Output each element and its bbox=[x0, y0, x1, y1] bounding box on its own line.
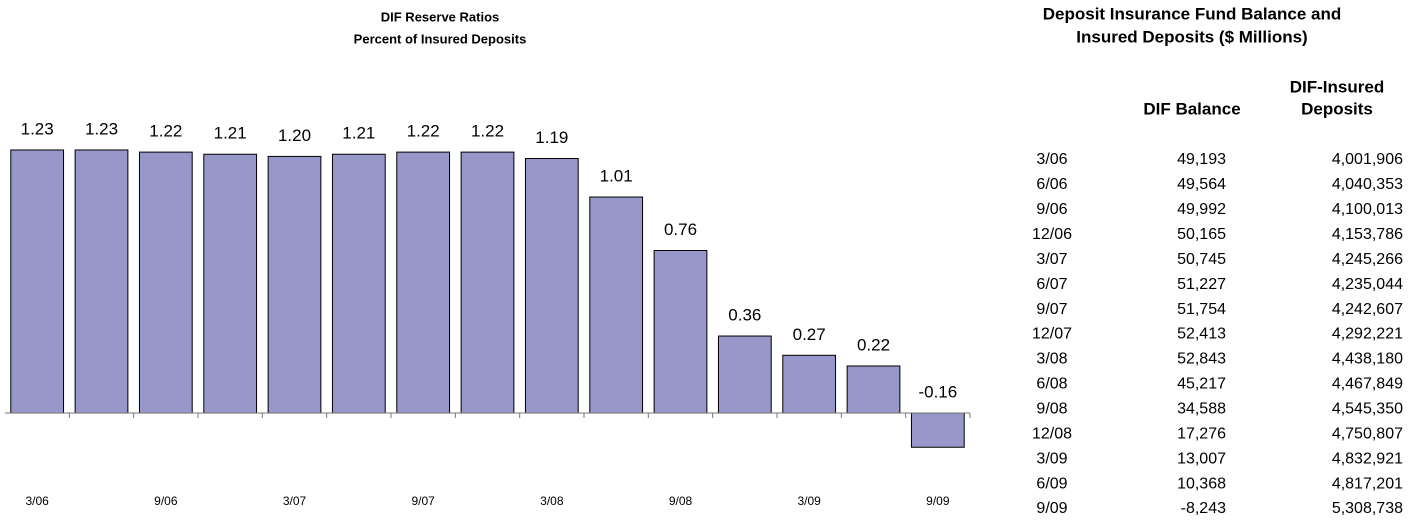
cell: 4,832,921 bbox=[1332, 450, 1403, 467]
data-label: 0.27 bbox=[793, 325, 826, 344]
cell: 5,308,738 bbox=[1332, 500, 1403, 517]
bar bbox=[396, 151, 451, 414]
row-label: 9/09 bbox=[1036, 500, 1067, 517]
data-label: 1.20 bbox=[278, 126, 311, 145]
cell: 10,368 bbox=[1177, 475, 1226, 492]
row-label: 3/07 bbox=[1036, 251, 1067, 268]
cell: 4,040,353 bbox=[1332, 176, 1403, 193]
bar bbox=[782, 354, 837, 414]
cell: 4,001,906 bbox=[1332, 151, 1403, 168]
x-tick-label: 3/09 bbox=[797, 494, 821, 508]
cell: 45,217 bbox=[1177, 376, 1226, 393]
cell: 4,467,849 bbox=[1332, 376, 1403, 393]
data-label: 1.21 bbox=[342, 124, 375, 143]
cell: 49,193 bbox=[1177, 151, 1226, 168]
bar bbox=[589, 196, 644, 414]
data-label: 1.23 bbox=[21, 119, 54, 138]
table-title: Deposit Insurance Fund Balance and bbox=[1043, 4, 1342, 23]
cell: 4,153,786 bbox=[1332, 226, 1403, 243]
row-label: 3/08 bbox=[1036, 351, 1067, 368]
cell: 4,100,013 bbox=[1332, 201, 1403, 218]
row-label: 9/06 bbox=[1036, 201, 1067, 218]
cell: 4,242,607 bbox=[1332, 301, 1403, 318]
row-label: 6/06 bbox=[1036, 176, 1067, 193]
data-label: 0.36 bbox=[728, 306, 761, 325]
cell: 34,588 bbox=[1177, 401, 1226, 418]
cell: 49,992 bbox=[1177, 201, 1226, 218]
x-tick-label: 3/06 bbox=[25, 494, 49, 508]
bar bbox=[460, 151, 515, 414]
cell: 51,227 bbox=[1177, 276, 1226, 293]
chart-title: DIF Reserve Ratios bbox=[381, 9, 500, 24]
bar bbox=[524, 158, 579, 414]
data-label: 1.22 bbox=[149, 122, 182, 141]
cell: -8,243 bbox=[1181, 500, 1226, 517]
data-label: 0.76 bbox=[664, 220, 697, 239]
cell: 51,754 bbox=[1177, 301, 1226, 318]
data-label: 1.22 bbox=[471, 122, 504, 141]
table-title: Insured Deposits ($ Millions) bbox=[1076, 27, 1307, 46]
bar bbox=[203, 153, 258, 414]
cell: 4,438,180 bbox=[1332, 351, 1403, 368]
data-label: 0.22 bbox=[857, 335, 890, 354]
cell: 4,750,807 bbox=[1332, 425, 1403, 442]
x-tick-label: 9/06 bbox=[154, 494, 178, 508]
data-label: 1.19 bbox=[535, 128, 568, 147]
bar bbox=[331, 153, 386, 414]
row-label: 3/09 bbox=[1036, 450, 1067, 467]
x-tick-label: 3/08 bbox=[540, 494, 564, 508]
cell: 4,545,350 bbox=[1332, 401, 1403, 418]
cell: 52,413 bbox=[1177, 326, 1226, 343]
column-header: DIF Balance bbox=[1143, 99, 1240, 118]
cell: 13,007 bbox=[1177, 450, 1226, 467]
row-label: 3/06 bbox=[1036, 151, 1067, 168]
row-label: 12/07 bbox=[1032, 326, 1072, 343]
cell: 4,292,221 bbox=[1332, 326, 1403, 343]
cell: 52,843 bbox=[1177, 351, 1226, 368]
x-tick-label: 9/07 bbox=[411, 494, 435, 508]
column-header: DIF-Insured bbox=[1290, 77, 1384, 96]
cell: 49,564 bbox=[1177, 176, 1226, 193]
bar bbox=[74, 149, 129, 414]
bar bbox=[653, 249, 708, 414]
row-label: 12/06 bbox=[1032, 226, 1072, 243]
x-tick-label: 3/07 bbox=[283, 494, 307, 508]
bar bbox=[910, 412, 965, 448]
row-label: 6/07 bbox=[1036, 276, 1067, 293]
cell: 50,745 bbox=[1177, 251, 1226, 268]
x-tick-label: 9/08 bbox=[669, 494, 693, 508]
cell: 4,235,044 bbox=[1332, 276, 1403, 293]
data-label: 1.22 bbox=[407, 122, 440, 141]
bar bbox=[10, 149, 65, 414]
data-label: 1.23 bbox=[85, 119, 118, 138]
row-label: 6/09 bbox=[1036, 475, 1067, 492]
cell: 4,245,266 bbox=[1332, 251, 1403, 268]
chart-subtitle: Percent of Insured Deposits bbox=[354, 31, 527, 46]
data-label: -0.16 bbox=[918, 383, 957, 402]
row-label: 6/08 bbox=[1036, 376, 1067, 393]
column-header: Deposits bbox=[1301, 99, 1373, 118]
data-label: 1.21 bbox=[214, 124, 247, 143]
bar bbox=[717, 335, 772, 414]
x-tick-label: 9/09 bbox=[926, 494, 950, 508]
cell: 17,276 bbox=[1177, 425, 1226, 442]
cell: 4,817,201 bbox=[1332, 475, 1403, 492]
bar bbox=[846, 365, 901, 414]
row-label: 9/07 bbox=[1036, 301, 1067, 318]
cell: 50,165 bbox=[1177, 226, 1226, 243]
row-label: 9/08 bbox=[1036, 401, 1067, 418]
bar bbox=[138, 151, 193, 414]
data-label: 1.01 bbox=[600, 167, 633, 186]
bar bbox=[267, 155, 322, 414]
row-label: 12/08 bbox=[1032, 425, 1072, 442]
